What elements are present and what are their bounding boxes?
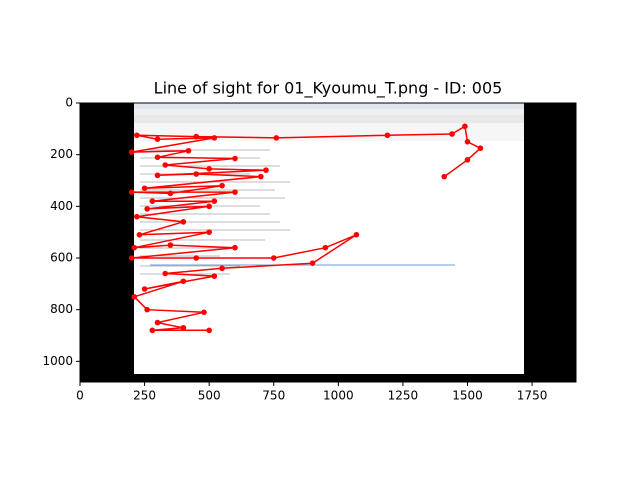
gaze-point (449, 131, 455, 137)
gaze-point (128, 255, 135, 261)
x-tick-label: 1750 (517, 389, 548, 403)
x-tick-label: 500 (198, 389, 221, 403)
gaze-point (180, 324, 187, 331)
x-tick-label: 1250 (388, 389, 419, 403)
gaze-line (131, 125, 482, 332)
toolbar (134, 115, 524, 123)
gaze-point (219, 265, 225, 272)
gaze-point (464, 157, 471, 163)
chart-title: Line of sight for 01_Kyoumu_T.png - ID: … (154, 79, 503, 99)
gaze-point (144, 306, 150, 313)
gaze-point (206, 166, 212, 172)
gaze-point (309, 260, 316, 266)
x-tick-label: 1000 (323, 389, 354, 403)
gaze-point (134, 213, 140, 220)
gaze-point (167, 242, 174, 248)
gaze-point (141, 286, 148, 292)
y-tick-label: 400 (50, 199, 73, 213)
gaze-point (154, 172, 161, 179)
y-tick-label: 600 (50, 251, 73, 265)
gaze-point (462, 123, 468, 130)
x-tick-label: 1500 (452, 389, 483, 403)
axes-frame (79, 102, 577, 383)
gaze-point (167, 190, 174, 197)
x-tick-label: 0 (76, 389, 84, 403)
gaze-point (131, 293, 138, 300)
y-tick-label: 800 (50, 302, 73, 316)
gaze-point (141, 185, 148, 192)
gaze-point (149, 198, 156, 204)
gaze-point (154, 319, 161, 326)
x-tick-label: 250 (133, 389, 156, 403)
gaze-point (211, 135, 218, 141)
gaze-point (180, 278, 187, 285)
gaze-point (128, 189, 135, 195)
gaze-point (206, 203, 212, 210)
gaze-point (464, 138, 471, 145)
gaze-point (193, 171, 200, 177)
gaze-point (131, 244, 138, 251)
menu-bar (134, 109, 524, 115)
gaze-point (270, 255, 277, 261)
gaze-point (185, 147, 192, 154)
gaze-point (258, 173, 264, 180)
gaze-point (477, 145, 484, 152)
gaze-point (134, 132, 140, 139)
gaze-point (211, 198, 218, 204)
gaze-point (441, 173, 448, 180)
gaze-point (193, 133, 200, 140)
gaze-point (232, 244, 238, 251)
gaze-point (136, 231, 143, 238)
gaze-point (211, 273, 218, 279)
gaze-point (149, 327, 156, 334)
gaze-point (180, 219, 187, 225)
gaze-point (201, 309, 207, 316)
gaze-point (353, 231, 360, 238)
window-title (134, 103, 524, 109)
gaze-point (154, 154, 161, 161)
screenshot (134, 103, 524, 375)
gaze-point (263, 167, 269, 173)
gaze-point (384, 132, 391, 139)
y-tick-label: 1000 (42, 354, 73, 368)
gaze-point (144, 206, 150, 212)
gaze-point (219, 182, 225, 189)
gaze-point (154, 136, 161, 142)
gaze-point (128, 149, 135, 155)
gaze-point (206, 327, 212, 334)
gaze-point (206, 229, 212, 235)
gaze-point (322, 244, 329, 251)
x-tick-label: 750 (262, 389, 285, 403)
gaze-point (273, 135, 280, 141)
y-tick-label: 0 (65, 96, 73, 110)
gaze-point (162, 162, 169, 168)
gaze-point (232, 189, 238, 195)
gaze-point (162, 270, 169, 277)
status-bar (134, 374, 524, 382)
y-tick-label: 200 (50, 147, 73, 161)
background-image (80, 103, 576, 382)
gaze-point (232, 155, 238, 162)
gaze-point (193, 255, 200, 261)
